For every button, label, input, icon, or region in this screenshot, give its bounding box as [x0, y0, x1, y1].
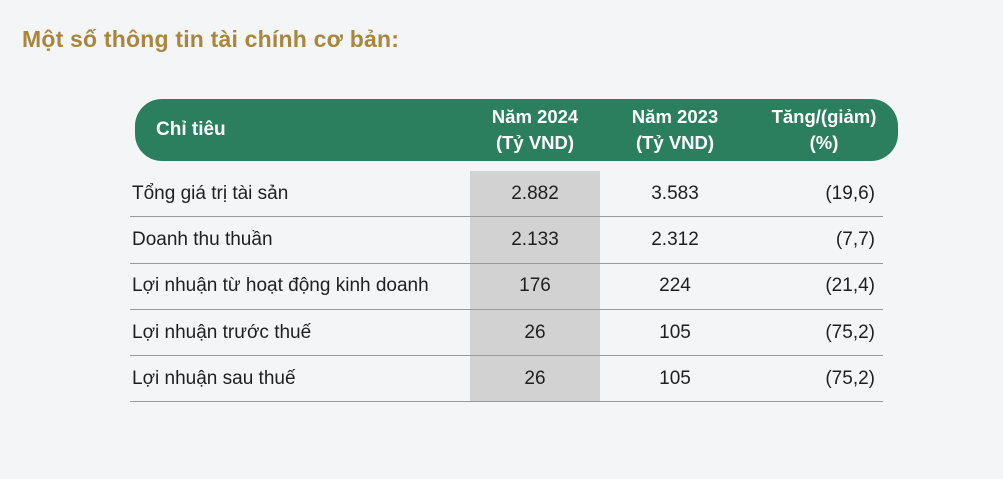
table-row: Lợi nhuận trước thuế 26 105 (75,2) — [130, 309, 883, 357]
value-2024: 2.882 — [470, 171, 600, 217]
value-2023: 105 — [659, 321, 691, 343]
page-title: Một số thông tin tài chính cơ bản: — [22, 26, 400, 52]
table-row: Lợi nhuận sau thuế 26 105 (75,2) — [130, 356, 883, 403]
row-label: Lợi nhuận trước thuế — [132, 321, 312, 343]
header-unit: (Tỷ VND) — [635, 132, 715, 153]
table-row: Tổng giá trị tài sản 2.882 3.583 (19,6) — [130, 171, 883, 218]
value-2024: 26 — [470, 356, 600, 402]
table-row: Lợi nhuận từ hoạt động kinh doanh 176 22… — [130, 263, 883, 310]
value-2023: 105 — [659, 367, 691, 389]
value-2024: 2.133 — [470, 217, 600, 263]
row-label: Tổng giá trị tài sản — [132, 182, 289, 204]
row-label: Lợi nhuận từ hoạt động kinh doanh — [132, 275, 429, 297]
table-header-row: Chỉ tiêu Năm 2024 (Tỷ VND) Năm 2023 (Tỷ … — [135, 99, 898, 161]
header-cell-chi-tieu: Chỉ tiêu — [135, 117, 470, 143]
header-cell-nam-2023: Năm 2023 (Tỷ VND) — [600, 104, 750, 156]
header-label: Chỉ tiêu — [156, 119, 226, 140]
value-change-pct: (7,7) — [835, 228, 875, 250]
value-change-pct: (19,6) — [825, 182, 875, 204]
table-row: Doanh thu thuần 2.133 2.312 (7,7) — [130, 217, 883, 264]
financial-summary-table: Chỉ tiêu Năm 2024 (Tỷ VND) Năm 2023 (Tỷ … — [130, 99, 898, 403]
header-label: Năm 2023 — [631, 106, 719, 127]
value-2023: 224 — [659, 275, 691, 297]
header-cell-tang-giam: Tăng/(giảm) (%) — [750, 104, 898, 156]
value-change-pct: (21,4) — [825, 275, 875, 297]
header-unit: (%) — [809, 132, 839, 153]
header-label: Năm 2024 — [491, 106, 579, 127]
header-unit: (Tỷ VND) — [495, 132, 575, 153]
value-2024: 176 — [470, 263, 600, 309]
header-label: Tăng/(giảm) — [771, 106, 877, 127]
row-label: Doanh thu thuần — [132, 228, 273, 250]
value-change-pct: (75,2) — [825, 321, 875, 343]
value-2023: 2.312 — [651, 228, 699, 250]
table-body: Tổng giá trị tài sản 2.882 3.583 (19,6) … — [130, 171, 883, 403]
row-label: Lợi nhuận sau thuế — [132, 367, 296, 389]
value-2023: 3.583 — [651, 182, 699, 204]
value-2024: 26 — [470, 309, 600, 356]
value-change-pct: (75,2) — [825, 367, 875, 389]
header-cell-nam-2024: Năm 2024 (Tỷ VND) — [470, 104, 600, 156]
